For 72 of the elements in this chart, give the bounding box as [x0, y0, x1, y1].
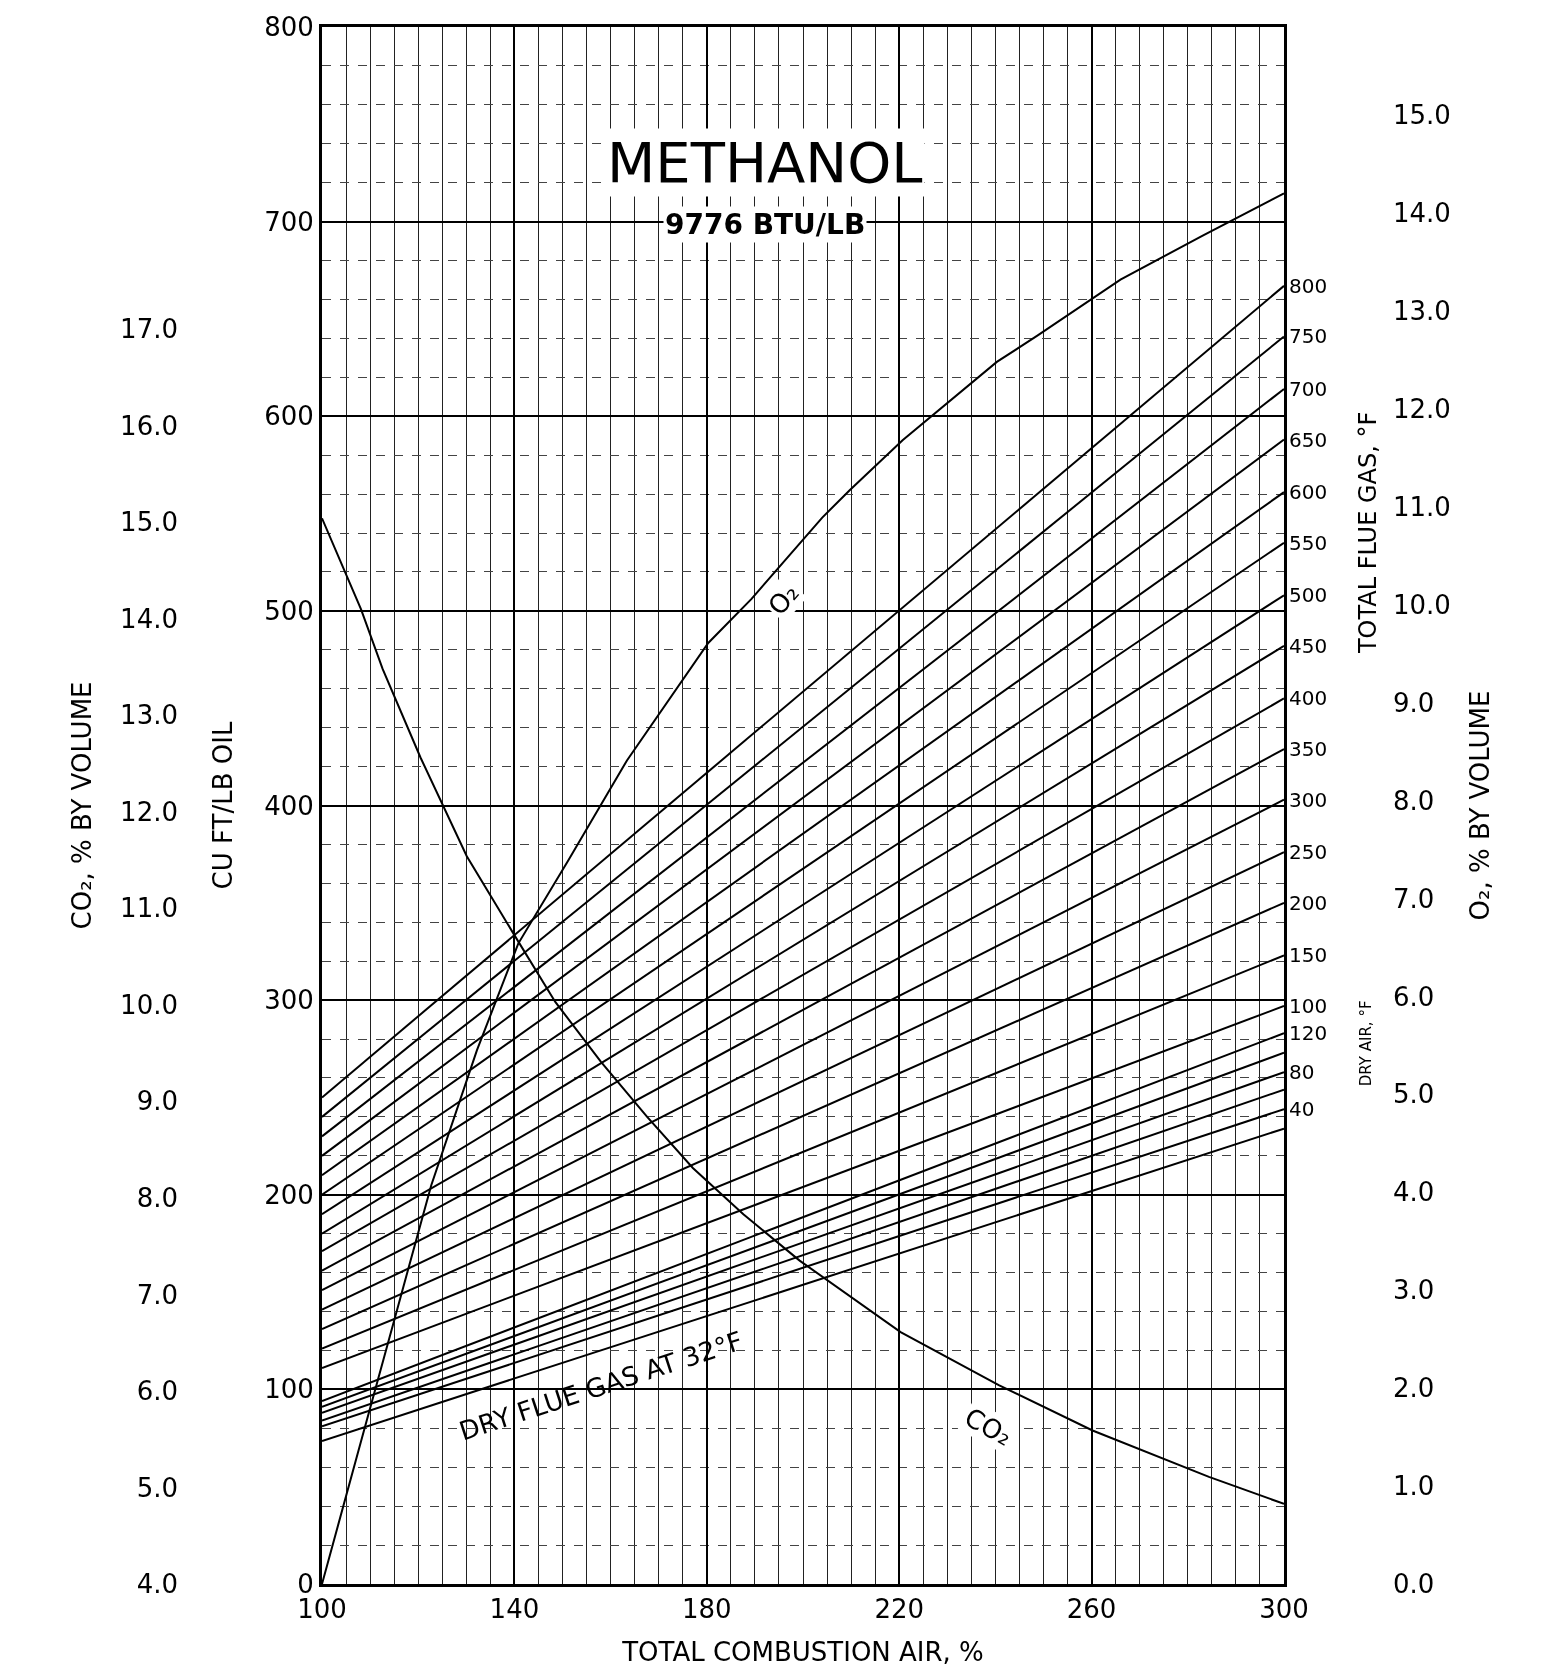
x-tick-label: 180	[681, 1594, 732, 1625]
y2-tick-label: 7.0	[1393, 883, 1435, 914]
y-tick-label: 800	[264, 12, 314, 43]
series-label: 700	[1289, 377, 1328, 401]
annotation: CO₂	[959, 1401, 1018, 1452]
series-label: 550	[1289, 531, 1328, 555]
y-tick-label: 600	[264, 401, 314, 432]
y3-tick-label: 7.0	[136, 1279, 178, 1310]
y2-tick-label: 0.0	[1393, 1569, 1435, 1600]
y-tick-label: 400	[264, 790, 314, 821]
y2-tick-label: 2.0	[1393, 1373, 1435, 1404]
series-label: 250	[1289, 840, 1328, 864]
y3-tick-label: 12.0	[120, 796, 178, 827]
y2-tick-label: 6.0	[1393, 981, 1435, 1012]
y3-tick-label: 8.0	[136, 1182, 178, 1213]
series-label: 100	[1289, 994, 1328, 1018]
y-axis-title: CU FT/LB OIL	[207, 721, 238, 890]
y-tick-label: 700	[264, 206, 314, 237]
y3-tick-label: 13.0	[120, 700, 178, 731]
text: DRY AIR, °F	[1356, 1000, 1375, 1087]
series-label: 650	[1289, 428, 1328, 452]
y3-tick-label: 15.0	[120, 507, 178, 538]
y-tick-label: 200	[264, 1179, 314, 1210]
y3-tick-label: 6.0	[136, 1376, 178, 1407]
y3-tick-label: 14.0	[120, 603, 178, 634]
series-label: 450	[1289, 634, 1328, 658]
x-axis-title: TOTAL COMBUSTION AIR, %	[621, 1636, 984, 1667]
y-tick-label: 500	[264, 595, 314, 626]
x-tick-label: 140	[489, 1594, 540, 1625]
series-label: 800	[1289, 274, 1328, 298]
series-label: 40	[1289, 1097, 1315, 1121]
y3-axis-title: CO₂, % BY VOLUME	[66, 681, 97, 930]
y2-tick-label: 3.0	[1393, 1275, 1435, 1306]
y2-tick-label: 10.0	[1393, 589, 1451, 620]
y2-tick-label: 9.0	[1393, 687, 1435, 718]
annotation: O₂	[761, 577, 805, 621]
series-label: 350	[1289, 737, 1328, 761]
x-tick-label: 220	[874, 1594, 925, 1625]
y3-tick-label: 17.0	[120, 314, 178, 345]
x-tick-label: 100	[297, 1594, 347, 1625]
series-label: 120	[1289, 1021, 1328, 1045]
series-label: 750	[1289, 324, 1328, 348]
y2-tick-label: 14.0	[1393, 198, 1451, 229]
y2-tick-label: 11.0	[1393, 491, 1451, 522]
y3-tick-label: 11.0	[120, 893, 178, 924]
series-label: 600	[1289, 480, 1328, 504]
y3-tick-label: 4.0	[136, 1569, 178, 1600]
x-tick-label: 300	[1259, 1594, 1309, 1625]
y2-axis-title: O₂, % BY VOLUME	[1464, 690, 1495, 921]
y3-tick-label: 9.0	[136, 1086, 178, 1117]
y2-tick-label: 1.0	[1393, 1471, 1435, 1502]
y-tick-label: 100	[264, 1374, 314, 1405]
y2-tick-label: 12.0	[1393, 394, 1451, 425]
x-tick-label: 260	[1066, 1594, 1117, 1625]
y2-tick-label: 13.0	[1393, 296, 1451, 327]
text: 9776 BTU/LB	[665, 208, 866, 241]
series-label: 400	[1289, 686, 1328, 710]
y3-tick-label: 16.0	[120, 410, 178, 441]
series-label: 300	[1289, 788, 1328, 812]
y-tick-label: 300	[264, 985, 314, 1016]
series-label: 200	[1289, 891, 1328, 915]
text: TOTAL FLUE GAS, °F	[1353, 411, 1382, 655]
series-label: 80	[1289, 1060, 1315, 1084]
text: METHANOL	[607, 130, 923, 195]
y2-tick-label: 4.0	[1393, 1177, 1435, 1208]
y3-tick-label: 5.0	[136, 1472, 178, 1503]
series-label: 500	[1289, 583, 1328, 607]
y3-tick-label: 10.0	[120, 989, 178, 1020]
y2-tick-label: 5.0	[1393, 1079, 1435, 1110]
y2-tick-label: 8.0	[1393, 785, 1435, 816]
y2-tick-label: 15.0	[1393, 100, 1451, 131]
series-label: 150	[1289, 943, 1328, 967]
